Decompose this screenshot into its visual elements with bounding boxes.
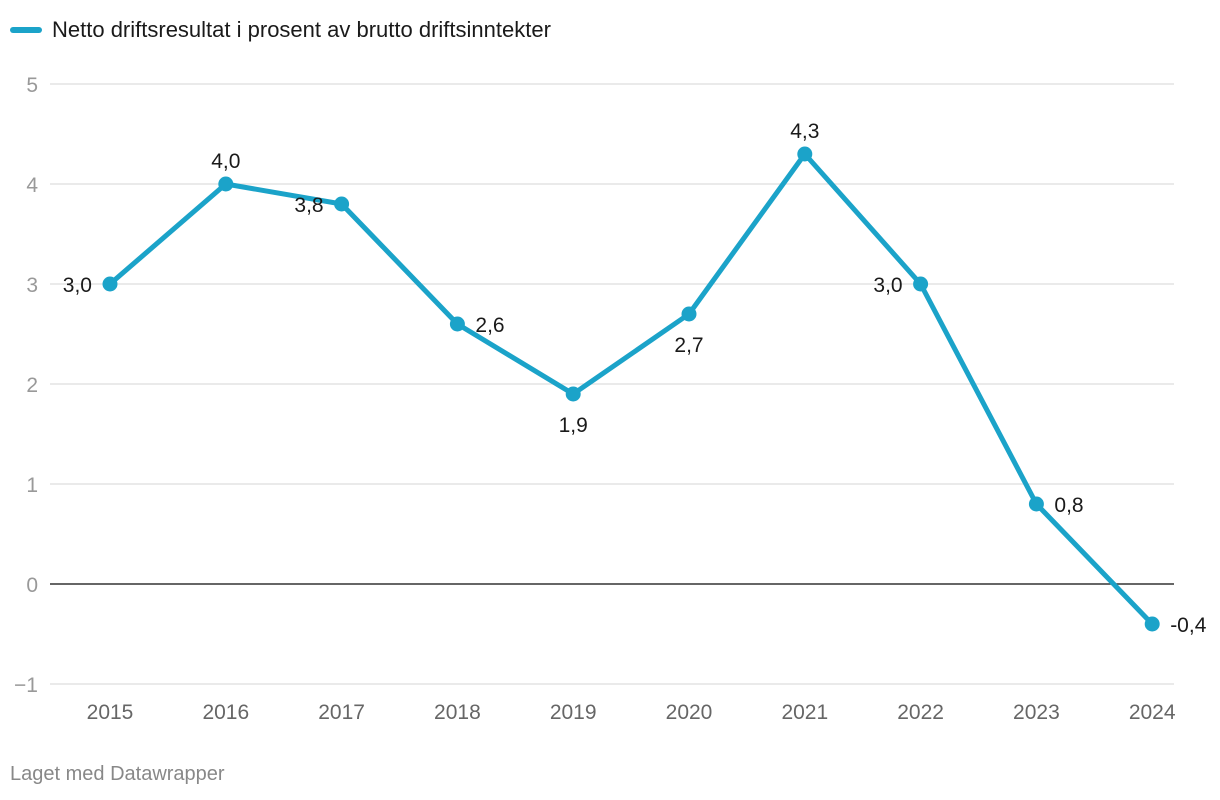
- legend-label: Netto driftsresultat i prosent av brutto…: [52, 17, 551, 42]
- data-point: [218, 176, 234, 192]
- data-label: -0,4: [1170, 614, 1207, 637]
- data-label: 0,8: [1054, 494, 1083, 517]
- y-tick-label: 5: [26, 74, 38, 97]
- x-tick-label: 2024: [1129, 701, 1176, 724]
- data-label: 2,7: [674, 334, 703, 357]
- data-point: [913, 276, 929, 292]
- data-point: [797, 146, 813, 162]
- data-label: 3,0: [63, 274, 92, 297]
- data-point: [1144, 616, 1160, 632]
- data-label: 1,9: [559, 414, 588, 437]
- x-tick-label: 2015: [87, 701, 134, 724]
- x-tick-label: 2020: [666, 701, 713, 724]
- data-label: 4,3: [790, 120, 819, 143]
- x-tick-label: 2022: [897, 701, 944, 724]
- footer-credit: Laget med Datawrapper: [10, 763, 225, 785]
- x-tick-label: 2021: [781, 701, 828, 724]
- data-label: 4,0: [211, 150, 240, 173]
- data-point: [102, 276, 118, 292]
- data-point: [681, 306, 697, 322]
- data-point: [565, 386, 581, 402]
- y-tick-label: 1: [26, 474, 38, 497]
- x-tick-label: 2019: [550, 701, 597, 724]
- data-label: 2,6: [475, 314, 504, 337]
- data-point: [1028, 496, 1044, 512]
- data-point: [334, 196, 350, 212]
- data-label: 3,0: [873, 274, 902, 297]
- x-tick-label: 2023: [1013, 701, 1060, 724]
- x-tick-label: 2018: [434, 701, 481, 724]
- legend: Netto driftsresultat i prosent av brutto…: [10, 14, 551, 46]
- data-label: 3,8: [294, 194, 323, 217]
- x-tick-label: 2016: [202, 701, 249, 724]
- legend-swatch: [10, 27, 42, 33]
- data-point: [449, 316, 465, 332]
- series-line: [107, 151, 1155, 627]
- x-tick-label: 2017: [318, 701, 365, 724]
- y-tick-label: 0: [26, 574, 38, 597]
- line-chart: 5 4 3 2 1 0 −1 2015 2016 2017 2018 2019 2020 2021 2022…: [14, 74, 1207, 724]
- y-tick-label: 4: [26, 174, 38, 197]
- y-tick-label: −1: [14, 674, 38, 697]
- y-tick-label: 3: [26, 274, 38, 297]
- y-tick-label: 2: [26, 374, 38, 397]
